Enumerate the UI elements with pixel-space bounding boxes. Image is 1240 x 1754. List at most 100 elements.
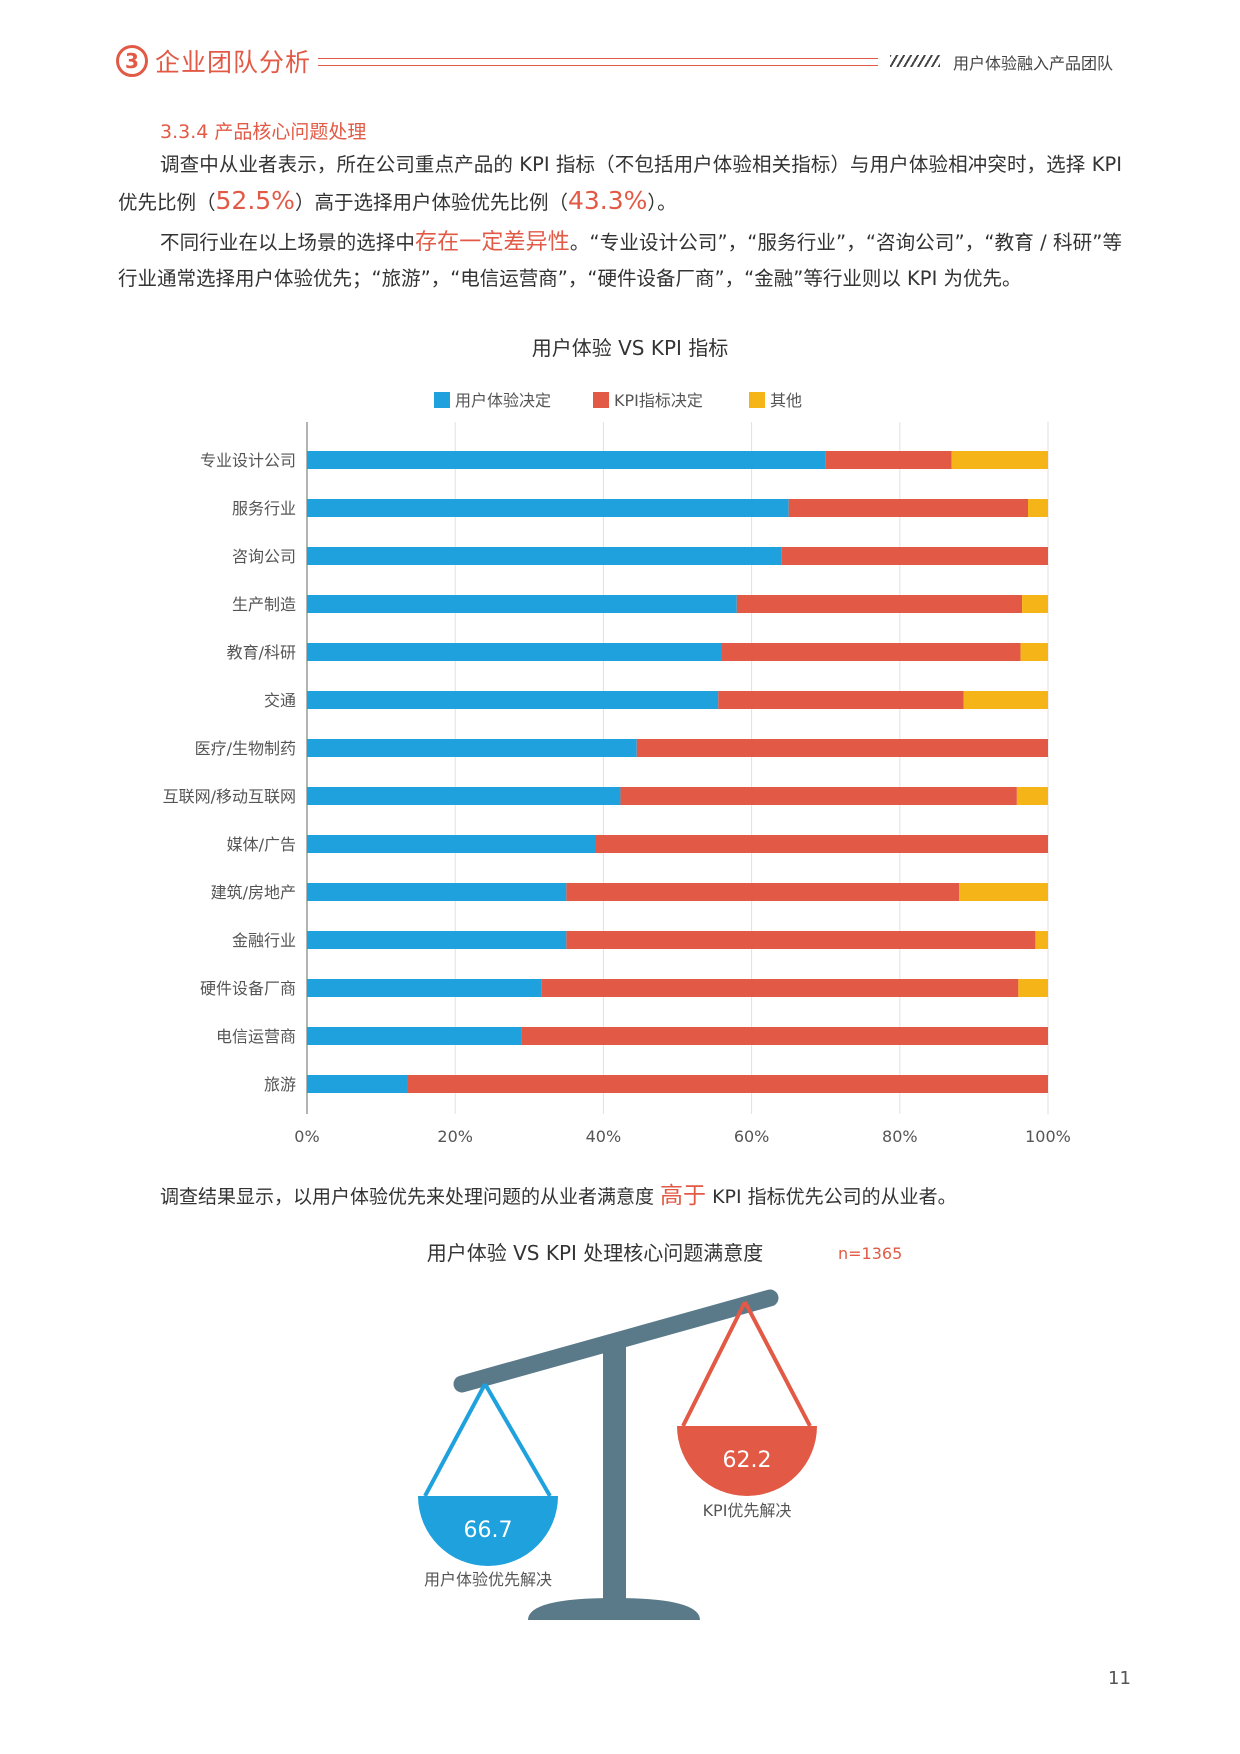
bar-segment [721,643,1021,661]
bar-segment [307,691,719,709]
chart-legend: 用户体验决定 KPI指标决定 其他 [434,391,802,410]
bar-segment [959,883,1048,901]
bar-segment [307,595,737,613]
conclusion-highlight: 高于 [660,1183,707,1209]
bar-segment [718,691,964,709]
category-label: 生产制造 [232,595,296,614]
scale-pillar [603,1340,626,1600]
paragraph-text: KPI 指标优先公司的从业者。 [706,1186,957,1208]
header-divider [318,58,878,66]
bar-segment [781,547,1048,565]
bar-segment [595,835,1048,853]
bar-segment [307,835,596,853]
category-label: 教育/科研 [227,643,296,662]
bar-segment [1022,595,1048,613]
chart-gridlines [306,422,1049,1114]
paragraph-text: 不同行业在以上场景的选择中 [160,231,416,254]
chart-category-labels: 专业设计公司服务行业咨询公司生产制造教育/科研交通医疗/生物制药互联网/移动互联… [163,451,296,1094]
bar-segment [307,979,542,997]
section-title: 企业团队分析 [155,48,312,77]
category-label: 交通 [264,691,296,710]
paragraph-industry-difference: 不同行业在以上场景的选择中存在一定差异性。“专业设计公司”，“服务行业”，“咨询… [118,225,1122,297]
right-pan-bowl [677,1426,817,1496]
category-label: 互联网/移动互联网 [163,787,296,806]
left-pan-value: 66.7 [464,1518,513,1543]
bar-segment [963,691,1048,709]
bar-segment [521,1027,1048,1045]
right-pan-label: KPI优先解决 [703,1501,792,1520]
chart-bars [307,451,1048,1093]
right-pan-value: 62.2 [723,1448,772,1473]
category-label: 金融行业 [232,931,296,950]
scale-beam [453,1289,779,1393]
legend-label: 用户体验决定 [455,391,551,410]
bar-segment [541,979,1019,997]
left-pan-label: 用户体验优先解决 [424,1570,552,1589]
category-label: 建筑/房地产 [211,883,296,902]
x-tick-label: 80% [882,1127,918,1146]
right-pan-string [743,1301,812,1427]
category-label: 媒体/广告 [227,835,296,854]
x-tick-label: 40% [586,1127,622,1146]
scale-base [528,1598,700,1620]
section-number-badge: 3 [116,45,148,77]
paragraph-text: ）高于选择用户体验优先比例（ [294,191,568,214]
legend-label: 其他 [770,391,802,410]
bar-segment [307,931,567,949]
ux-priority-percent: 43.3% [567,186,648,215]
left-pan-string [483,1382,552,1498]
chart-x-tick-labels: 0% 20% 40% 60% 80% 100% [294,1127,1071,1146]
right-pan-string [681,1301,747,1427]
page-number: 11 [1108,1668,1131,1689]
header-hatch-decoration [890,55,940,67]
scale-chart-title: 用户体验 VS KPI 处理核心问题满意度 [427,1241,764,1265]
bar-segment [1016,787,1048,805]
bar-segment [1035,931,1048,949]
bar-segment [307,499,789,517]
category-label: 硬件设备厂商 [200,979,296,998]
category-label: 服务行业 [232,499,296,518]
x-tick-label: 100% [1025,1127,1071,1146]
bar-segment [788,499,1028,517]
left-pan-string [423,1383,487,1497]
bar-segment [1018,979,1048,997]
bar-segment [307,547,782,565]
legend-swatch [749,392,765,408]
bar-segment [307,1027,522,1045]
subsection-heading: 3.3.4 产品核心问题处理 [160,121,367,143]
chart-title: 用户体验 VS KPI 指标 [532,336,729,360]
bar-segment [307,451,826,469]
bar-segment [307,883,567,901]
bar-segment [307,739,637,757]
bar-segment [620,787,1017,805]
kpi-priority-percent: 52.5% [215,186,295,215]
category-label: 咨询公司 [232,547,296,566]
legend-swatch [593,392,609,408]
bar-segment [1027,499,1048,517]
category-label: 专业设计公司 [200,451,296,470]
category-label: 旅游 [264,1075,296,1094]
x-tick-label: 60% [734,1127,770,1146]
bar-segment [825,451,952,469]
bar-segment [951,451,1048,469]
bar-segment [566,883,960,901]
legend-swatch [434,392,450,408]
category-label: 医疗/生物制药 [195,739,296,758]
bar-segment [307,1075,408,1093]
sample-size-note: n=1365 [838,1244,902,1263]
bar-segment [1020,643,1048,661]
paragraph-kpi-ratio: 调查中从业者表示，所在公司重点产品的 KPI 指标（不包括用户体验相关指标）与用… [118,147,1122,221]
bar-segment [307,643,722,661]
bar-segment [307,787,621,805]
legend-label: KPI指标决定 [614,391,703,410]
x-tick-label: 20% [437,1127,473,1146]
header-chapter-title: 用户体验融入产品团队 [953,54,1114,73]
bar-segment [636,739,1048,757]
bar-segment [407,1075,1048,1093]
paragraph-text: 调查中从业者表示，所在公司重点产品的 KPI 指标（不包括用户体验相关指标）与用… [118,153,1122,214]
paragraph-text: ）。 [647,191,677,214]
industry-stacked-bar-chart: 用户体验 VS KPI 指标 用户体验决定 KPI指标决定 其他 专业设计公司服务行… [163,336,1071,1146]
highlight-difference: 存在一定差异性 [415,230,570,255]
bar-segment [736,595,1023,613]
conclusion-text: 调查结果显示，以用户体验优先来处理问题的从业者满意度 高于 KPI 指标优先公司… [160,1176,957,1210]
